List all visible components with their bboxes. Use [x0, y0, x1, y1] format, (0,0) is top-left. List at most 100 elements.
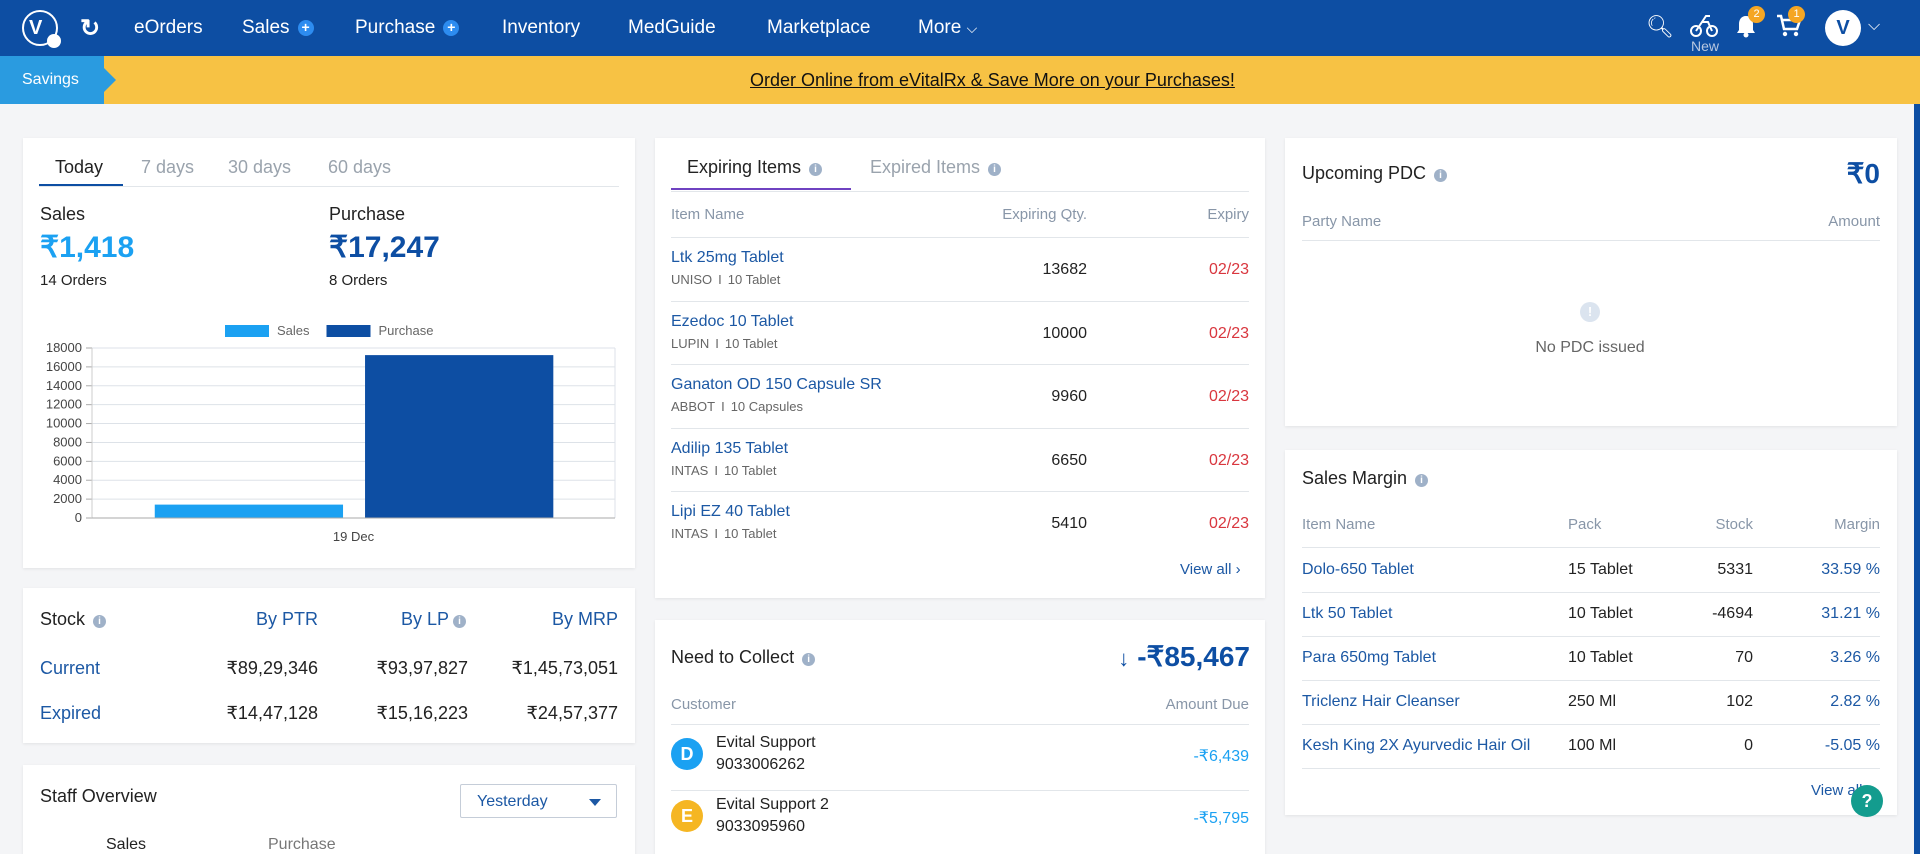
expiring-qty: 10000 [1042, 324, 1088, 342]
info-icon[interactable]: i [453, 615, 466, 628]
notification-badge: 2 [1748, 6, 1765, 23]
col-stock: Stock [1715, 516, 1753, 533]
separator: I [721, 399, 725, 414]
item-pack: 10 Tablet [724, 335, 778, 351]
expiring-view-all[interactable]: View all › [1180, 561, 1241, 578]
expiring-qty: 6650 [1051, 451, 1087, 469]
margin-item-stock: 5331 [1717, 561, 1753, 578]
tab-today[interactable]: Today [55, 157, 104, 177]
expiring-item-name[interactable]: Ezedoc 10 Tablet [671, 312, 794, 330]
tab-expiring-items[interactable]: Expiring Items i [687, 157, 823, 178]
info-icon[interactable]: i [988, 163, 1002, 176]
tab-60-days[interactable]: 60 days [328, 157, 392, 177]
active-tab-underline [39, 184, 123, 186]
delivery-bike-icon[interactable] [1690, 12, 1718, 44]
margin-item-name[interactable]: Kesh King 2X Ayurvedic Hair Oil [1302, 737, 1531, 754]
margin-item-name[interactable]: Dolo-650 Tablet [1302, 561, 1414, 578]
add-purchase-icon[interactable]: + [443, 20, 460, 36]
info-icon[interactable]: i [1415, 474, 1429, 487]
col-customer: Customer [671, 696, 737, 713]
expiry-date: 02/23 [1208, 451, 1249, 469]
tab-7-days[interactable]: 7 days [141, 157, 195, 177]
margin-item-name[interactable]: Ltk 50 Tablet [1302, 605, 1393, 622]
x-tick-label: 19 Dec [333, 529, 375, 544]
nav-more[interactable]: More ⌵ [918, 17, 978, 38]
stock-expired-lp: ₹15,16,223 [376, 703, 468, 723]
expiring-card [655, 138, 1265, 598]
nav-marketplace[interactable]: Marketplace [767, 17, 871, 38]
y-tick-label: 16000 [46, 359, 82, 374]
y-tick-label: 10000 [46, 416, 82, 431]
stock-col-lp[interactable]: By LP i [366, 609, 466, 630]
row-divider [1302, 724, 1880, 725]
margin-item-pack: 15 Tablet [1568, 561, 1633, 578]
nav-eorders[interactable]: eOrders [134, 17, 203, 38]
margin-item-name[interactable]: Triclenz Hair Cleanser [1302, 693, 1460, 710]
add-sale-icon[interactable]: + [297, 20, 314, 36]
stock-current-lp: ₹93,97,827 [376, 658, 468, 678]
stock-col-mrp[interactable]: By MRP [551, 609, 618, 629]
margin-view-all[interactable]: View all [1811, 782, 1863, 799]
info-icon[interactable]: i [809, 163, 823, 176]
margin-item-stock: 0 [1744, 737, 1753, 754]
scrollbar[interactable] [1914, 104, 1920, 854]
promo-banner [0, 56, 1920, 104]
y-tick-label: 12000 [46, 397, 82, 412]
customer-name[interactable]: Evital Support 2 [716, 796, 829, 813]
tab-30-days[interactable]: 30 days [228, 157, 292, 177]
info-icon[interactable]: i [93, 615, 107, 628]
stock-row-expired[interactable]: Expired [40, 703, 102, 723]
row-divider [1302, 636, 1880, 637]
promo-link[interactable]: Order Online from eVitalRx & Save More o… [750, 70, 1235, 90]
info-icon[interactable]: i [1434, 169, 1448, 182]
expiry-date: 02/23 [1208, 388, 1249, 405]
margin-header-divider [1302, 547, 1880, 548]
help-button[interactable]: ? [1851, 785, 1883, 817]
stock-col-ptr[interactable]: By PTR [255, 609, 318, 629]
legend-swatch [225, 325, 269, 337]
row-divider [1302, 680, 1880, 681]
nav-inventory[interactable]: Inventory [502, 17, 581, 38]
bar-sales [154, 504, 344, 518]
separator: I [715, 335, 719, 351]
nav-purchase[interactable]: Purchase + [355, 17, 460, 39]
avatar[interactable]: V [1825, 10, 1861, 46]
chevron-down-icon: ⌵ [966, 20, 978, 36]
customer-phone: 9033095960 [716, 818, 805, 835]
item-maker: INTAS [671, 526, 709, 541]
refresh-icon[interactable]: ↻ [80, 15, 101, 42]
account-chevron-icon[interactable]: ⌵ [1868, 17, 1881, 34]
customer-avatar: E [671, 800, 703, 832]
app-logo[interactable]: V [22, 10, 61, 48]
stock-row-current[interactable]: Current [40, 658, 101, 678]
nav-medguide[interactable]: MedGuide [628, 17, 716, 38]
col-amount-due: Amount Due [1165, 696, 1249, 713]
tab-expired-items[interactable]: Expired Items i [870, 157, 1002, 178]
nav-sales[interactable]: Sales + [242, 17, 314, 39]
expiring-item-name[interactable]: Ganaton OD 150 Capsule SR [671, 376, 882, 393]
pdc-empty-text: No PDC issued [1535, 339, 1645, 356]
period-select[interactable]: Yesterday [460, 784, 617, 818]
stock-current-mrp: ₹1,45,73,051 [511, 658, 618, 678]
sales-label: Sales [40, 204, 86, 224]
margin-item-name[interactable]: Para 650mg Tablet [1302, 649, 1437, 666]
staff-col-sales[interactable]: Sales [106, 836, 147, 853]
y-tick-label: 6000 [53, 453, 82, 468]
legend-swatch [326, 325, 371, 337]
margin-title: Sales Margin i [1302, 468, 1429, 489]
cart-badge: 1 [1788, 6, 1805, 23]
staff-col-purchase[interactable]: Purchase [268, 836, 336, 853]
purchase-orders: 8 Orders [329, 272, 388, 289]
expiring-item-name[interactable]: Lipi EZ 40 Tablet [671, 503, 790, 520]
amount-due: -₹6,439 [1193, 748, 1249, 765]
staff-title: Staff Overview [40, 786, 157, 806]
expiring-item-name[interactable]: Adilip 135 Tablet [671, 439, 789, 457]
search-icon[interactable]: 🔍︎ [1646, 14, 1674, 39]
pdc-card [1285, 138, 1897, 426]
expiring-item-name[interactable]: Ltk 25mg Tablet [671, 249, 784, 266]
amount-due: -₹5,795 [1193, 810, 1249, 827]
info-icon[interactable]: i [802, 653, 816, 666]
staff-overview-card [23, 765, 635, 854]
expiring-item-meta: LUPIN I 10 Tablet [671, 336, 777, 351]
customer-name[interactable]: Evital Support [716, 734, 816, 751]
